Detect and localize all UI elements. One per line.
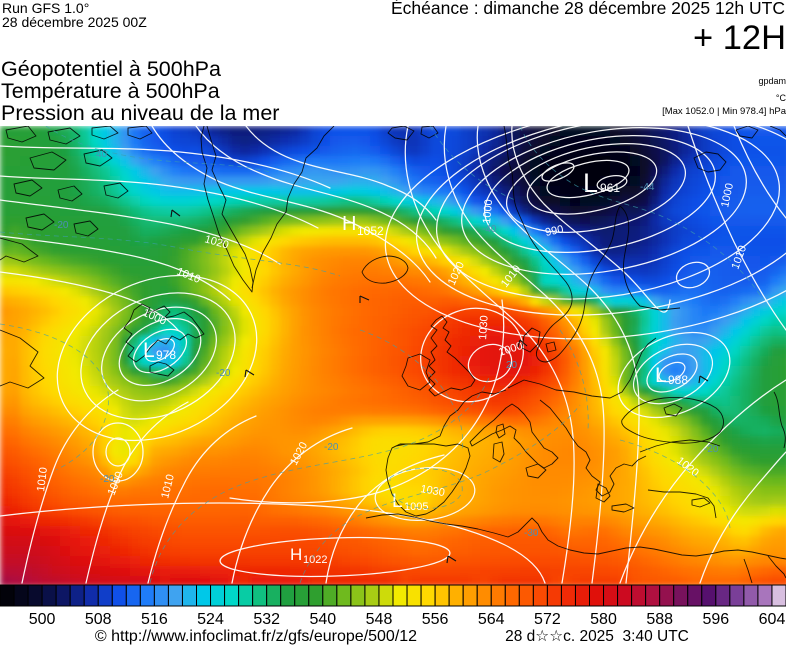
- svg-text:H: H: [342, 213, 356, 235]
- svg-text:596: 596: [702, 611, 729, 628]
- svg-text:1030: 1030: [419, 483, 445, 499]
- svg-text:28 décembre 2025 00Z: 28 décembre 2025 00Z: [2, 14, 147, 30]
- svg-text:°C: °C: [776, 93, 786, 103]
- svg-text:-20: -20: [324, 442, 339, 453]
- svg-text:Pression au niveau de la mer: Pression au niveau de la mer: [1, 101, 279, 125]
- svg-text:[Max 1052.0 | Min 978.4] hPa: [Max 1052.0 | Min 978.4] hPa: [662, 106, 786, 117]
- svg-text:500: 500: [29, 611, 56, 628]
- svg-text:H: H: [290, 545, 302, 564]
- svg-text:961: 961: [600, 181, 620, 195]
- svg-text:556: 556: [422, 611, 449, 628]
- svg-text:1052: 1052: [357, 224, 384, 238]
- svg-text:L: L: [143, 339, 155, 362]
- svg-text:-30: -30: [524, 528, 539, 539]
- svg-text:Échéance : dimanche 28 décembr: Échéance : dimanche 28 décembre 2025 12h…: [391, 0, 785, 18]
- svg-text:1010: 1010: [35, 467, 50, 493]
- svg-text:Run GFS 1.0°: Run GFS 1.0°: [2, 0, 89, 16]
- svg-text:+ 12H: + 12H: [693, 19, 786, 57]
- svg-text:20: 20: [506, 360, 518, 371]
- svg-text:532: 532: [253, 611, 280, 628]
- svg-text:988: 988: [668, 373, 688, 387]
- svg-text:-20: -20: [704, 444, 719, 455]
- svg-text:524: 524: [197, 611, 224, 628]
- svg-text:1030: 1030: [477, 315, 491, 340]
- svg-text:588: 588: [646, 611, 673, 628]
- svg-text:1005: 1005: [404, 501, 428, 513]
- svg-text:28 d☆☆c. 2025 3:40 UTC: 28 d☆☆c. 2025 3:40 UTC: [505, 628, 689, 645]
- svg-text:1022: 1022: [303, 554, 327, 566]
- svg-text:572: 572: [534, 611, 561, 628]
- svg-text:L: L: [655, 364, 667, 387]
- svg-text:-40: -40: [482, 224, 497, 235]
- svg-text:580: 580: [590, 611, 617, 628]
- svg-text:1000: 1000: [719, 182, 736, 208]
- svg-text:1000: 1000: [481, 199, 495, 224]
- svg-text:564: 564: [478, 611, 505, 628]
- svg-text:1010: 1010: [159, 473, 177, 500]
- svg-text:-44: -44: [640, 182, 655, 193]
- svg-text:-20: -20: [54, 220, 69, 231]
- svg-text:40: 40: [96, 149, 108, 160]
- svg-text:990: 990: [544, 223, 564, 239]
- svg-text:516: 516: [141, 611, 168, 628]
- svg-text:-20: -20: [216, 368, 231, 379]
- svg-text:508: 508: [85, 611, 112, 628]
- svg-text:978: 978: [156, 348, 176, 362]
- svg-text:540: 540: [309, 611, 336, 628]
- svg-text:Température à 500hPa: Température à 500hPa: [1, 79, 220, 103]
- svg-text:L: L: [392, 491, 403, 512]
- svg-text:548: 548: [366, 611, 393, 628]
- svg-text:-20: -20: [100, 474, 115, 485]
- svg-text:© http://www.infoclimat.fr/z/g: © http://www.infoclimat.fr/z/gfs/europe/…: [95, 628, 417, 645]
- svg-text:Géopotentiel à 500hPa: Géopotentiel à 500hPa: [1, 57, 221, 81]
- svg-text:604: 604: [759, 611, 786, 628]
- svg-text:gpdam: gpdam: [758, 76, 786, 86]
- svg-text:L: L: [583, 168, 598, 198]
